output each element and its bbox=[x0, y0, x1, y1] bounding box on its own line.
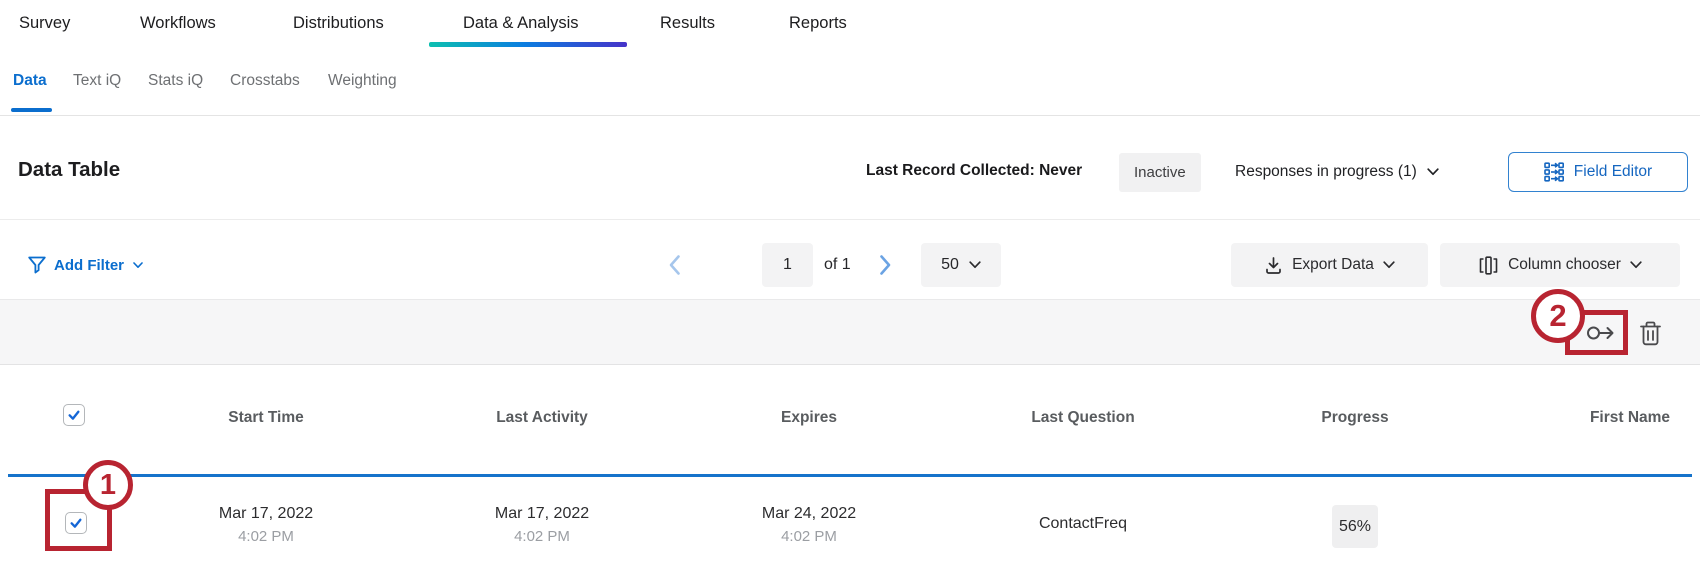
tab-data-analysis[interactable]: Data & Analysis bbox=[463, 14, 579, 32]
responses-in-progress-dropdown[interactable]: Responses in progress (1) bbox=[1235, 152, 1439, 192]
page-total-label: of 1 bbox=[824, 256, 851, 273]
tab-reports[interactable]: Reports bbox=[789, 14, 847, 32]
last-record-collected-label: Last Record Collected: Never bbox=[866, 162, 1083, 179]
subtab-stats-iq[interactable]: Stats iQ bbox=[148, 72, 204, 89]
annotation-step1-badge: 1 bbox=[83, 460, 133, 510]
annotation-step1-highlight-box bbox=[45, 489, 112, 551]
annotation-step2-badge: 2 bbox=[1531, 289, 1585, 343]
toolbar-divider bbox=[0, 219, 1700, 220]
chevron-down-icon bbox=[1383, 261, 1395, 269]
cell-last-question: ContactFreq bbox=[1038, 515, 1128, 532]
cell-expires: Mar 24, 2022 4:02 PM bbox=[679, 503, 939, 547]
start-time: 4:02 PM bbox=[238, 528, 294, 545]
selection-action-bar bbox=[0, 299, 1700, 365]
add-filter-button[interactable]: Add Filter bbox=[27, 243, 143, 287]
column-chooser-button[interactable]: Column chooser bbox=[1440, 243, 1680, 287]
field-editor-button[interactable]: Field Editor bbox=[1508, 152, 1688, 192]
progress-badge: 56% bbox=[1332, 505, 1378, 548]
tab-survey[interactable]: Survey bbox=[19, 14, 71, 32]
active-subtab-underline bbox=[11, 108, 52, 112]
expires-date: Mar 24, 2022 bbox=[761, 505, 857, 522]
tab-workflows[interactable]: Workflows bbox=[140, 14, 216, 32]
cell-last-activity: Mar 17, 2022 4:02 PM bbox=[412, 503, 672, 547]
column-chooser-label: Column chooser bbox=[1508, 256, 1621, 273]
subtab-text-iq[interactable]: Text iQ bbox=[73, 72, 122, 89]
export-data-label: Export Data bbox=[1292, 256, 1374, 273]
active-tab-gradient-underline bbox=[429, 42, 627, 47]
tab-results[interactable]: Results bbox=[660, 14, 716, 32]
field-editor-label: Field Editor bbox=[1573, 163, 1653, 180]
subtab-crosstabs[interactable]: Crosstabs bbox=[230, 72, 300, 89]
page-size-value: 50 bbox=[941, 256, 959, 273]
column-header-first-name[interactable]: First Name bbox=[1589, 409, 1671, 426]
column-header-expires[interactable]: Expires bbox=[780, 409, 837, 426]
top-navigation: Survey Workflows Distributions Data & An… bbox=[0, 0, 1700, 48]
select-all-checkbox[interactable] bbox=[63, 404, 85, 426]
start-date: Mar 17, 2022 bbox=[218, 505, 314, 522]
chevron-down-icon bbox=[969, 261, 981, 269]
page-size-dropdown[interactable]: 50 bbox=[921, 243, 1001, 287]
chevron-down-icon bbox=[1630, 261, 1642, 269]
delete-response-trash-icon[interactable] bbox=[1638, 320, 1663, 347]
current-page-input[interactable]: 1 bbox=[762, 243, 813, 287]
next-page-button[interactable] bbox=[879, 254, 892, 276]
filter-funnel-icon bbox=[27, 255, 47, 275]
page-title: Data Table bbox=[18, 158, 121, 181]
activity-time: 4:02 PM bbox=[514, 528, 570, 545]
subtab-data[interactable]: Data bbox=[13, 72, 47, 89]
row-checkbox[interactable] bbox=[65, 512, 87, 534]
previous-page-button[interactable] bbox=[668, 254, 681, 276]
column-header-last-question[interactable]: Last Question bbox=[1031, 409, 1135, 426]
cell-start-time: Mar 17, 2022 4:02 PM bbox=[136, 503, 396, 547]
add-filter-label: Add Filter bbox=[54, 256, 124, 274]
column-header-last-activity[interactable]: Last Activity bbox=[496, 409, 588, 426]
selected-row-divider bbox=[8, 474, 1692, 477]
columns-icon bbox=[1478, 255, 1499, 275]
subtab-weighting[interactable]: Weighting bbox=[328, 72, 397, 89]
tab-distributions[interactable]: Distributions bbox=[293, 14, 384, 32]
column-header-progress[interactable]: Progress bbox=[1321, 409, 1389, 426]
field-editor-icon bbox=[1543, 162, 1565, 182]
download-icon bbox=[1264, 256, 1283, 275]
retake-response-link-icon[interactable] bbox=[1586, 323, 1616, 343]
activity-date: Mar 17, 2022 bbox=[494, 505, 590, 522]
status-badge: Inactive bbox=[1119, 153, 1201, 192]
chevron-down-icon bbox=[1427, 168, 1439, 176]
responses-dropdown-label: Responses in progress (1) bbox=[1235, 163, 1417, 180]
sub-navigation: Data Text iQ Stats iQ Crosstabs Weightin… bbox=[0, 47, 1700, 116]
column-header-start-time[interactable]: Start Time bbox=[228, 409, 304, 426]
export-data-button[interactable]: Export Data bbox=[1231, 243, 1428, 287]
chevron-down-icon bbox=[133, 261, 143, 269]
expires-time: 4:02 PM bbox=[781, 528, 837, 545]
